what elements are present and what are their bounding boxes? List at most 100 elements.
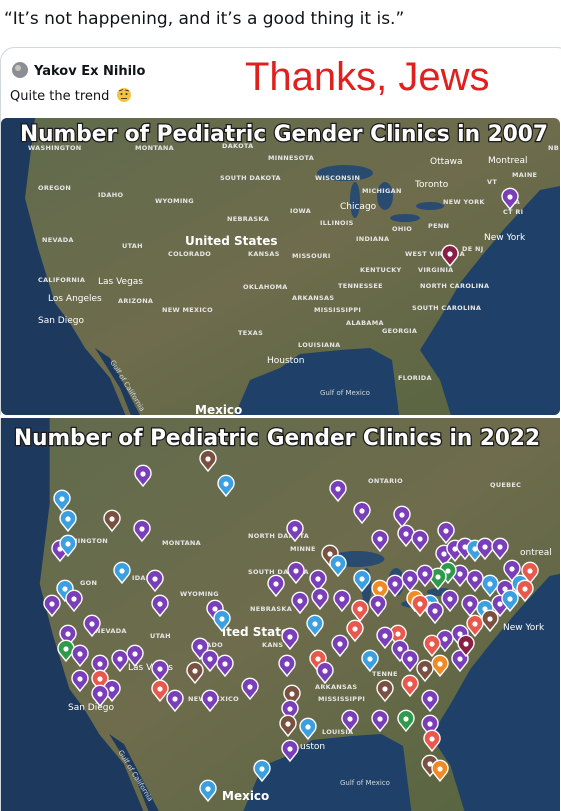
map-pin[interactable] xyxy=(353,569,371,593)
map-pin[interactable] xyxy=(281,627,299,651)
map-pin[interactable] xyxy=(371,709,389,733)
map-pin[interactable] xyxy=(333,589,351,613)
map-pin[interactable] xyxy=(91,684,109,708)
map-pin[interactable] xyxy=(201,689,219,713)
map-pin[interactable] xyxy=(133,519,151,543)
map-pin[interactable] xyxy=(199,779,217,803)
map-pin[interactable] xyxy=(431,759,449,783)
map-pin[interactable] xyxy=(267,574,285,598)
map-pin[interactable] xyxy=(351,599,369,623)
map-pin[interactable] xyxy=(437,521,455,545)
map-pin[interactable] xyxy=(59,534,77,558)
map-pin[interactable] xyxy=(411,529,429,553)
map-pin[interactable] xyxy=(151,679,169,703)
map-pin[interactable] xyxy=(279,714,297,738)
map-pin[interactable] xyxy=(329,554,347,578)
map-pin[interactable] xyxy=(126,644,144,668)
map-pin[interactable] xyxy=(393,505,411,529)
map-pin[interactable] xyxy=(103,509,121,533)
pin-dot xyxy=(212,606,218,612)
map-pin[interactable] xyxy=(151,594,169,618)
map-pin[interactable] xyxy=(371,529,389,553)
map-pin[interactable] xyxy=(166,689,184,713)
map-pin[interactable] xyxy=(216,654,234,678)
map-pin[interactable] xyxy=(65,589,83,613)
pin-dot xyxy=(443,528,449,534)
map-pin[interactable] xyxy=(401,649,419,673)
map-pin[interactable] xyxy=(287,561,305,585)
map-pin[interactable] xyxy=(281,739,299,763)
map-pin[interactable] xyxy=(241,677,259,701)
map-pin[interactable] xyxy=(253,759,271,783)
map-pin[interactable] xyxy=(431,654,449,678)
pin-dot xyxy=(139,526,145,532)
map-pin[interactable] xyxy=(501,589,519,613)
map-pin[interactable] xyxy=(369,594,387,618)
map-pin[interactable] xyxy=(423,634,441,658)
map-pin[interactable] xyxy=(151,659,169,683)
map-pin[interactable] xyxy=(397,524,415,548)
pin-dot xyxy=(377,716,383,722)
map-pin[interactable] xyxy=(199,449,217,473)
pin-dot xyxy=(335,561,341,567)
map-pin[interactable] xyxy=(57,639,75,663)
pin-dot xyxy=(285,721,291,727)
map-pin[interactable] xyxy=(501,187,519,211)
map-pin[interactable] xyxy=(134,464,152,488)
map-pin[interactable] xyxy=(83,614,101,638)
map-pin[interactable] xyxy=(217,474,235,498)
map-pin[interactable] xyxy=(346,619,364,643)
map-pin[interactable] xyxy=(331,634,349,658)
map-pin[interactable] xyxy=(421,689,439,713)
map-label: Las Vegas xyxy=(128,663,173,673)
map-pin[interactable] xyxy=(423,729,441,753)
map-pin[interactable] xyxy=(481,574,499,598)
map-pin[interactable] xyxy=(309,569,327,593)
map-pin[interactable] xyxy=(111,649,129,673)
map-pin[interactable] xyxy=(71,644,89,668)
map-pin[interactable] xyxy=(411,594,429,618)
map-pin[interactable] xyxy=(466,614,484,638)
map-pin[interactable] xyxy=(278,654,296,678)
map-pin[interactable] xyxy=(341,709,359,733)
map-pin[interactable] xyxy=(71,669,89,693)
map-pin[interactable] xyxy=(316,661,334,685)
map-pin[interactable] xyxy=(441,244,459,268)
map-label: DAKOTA xyxy=(222,142,253,150)
map-pin[interactable] xyxy=(401,674,419,698)
map-pin[interactable] xyxy=(113,561,131,585)
map-pin[interactable] xyxy=(59,509,77,533)
map-pin[interactable] xyxy=(376,679,394,703)
map-pin[interactable] xyxy=(299,717,317,741)
map-pin[interactable] xyxy=(516,579,534,603)
map-pin[interactable] xyxy=(397,709,415,733)
map-pin[interactable] xyxy=(186,661,204,685)
map-pin[interactable] xyxy=(53,489,71,513)
map-pin[interactable] xyxy=(43,594,61,618)
map-label: uston xyxy=(300,742,325,752)
map-pin[interactable] xyxy=(361,649,379,673)
map-pin[interactable] xyxy=(329,479,347,503)
map-pin[interactable] xyxy=(451,649,469,673)
map-pin[interactable] xyxy=(416,659,434,683)
map-pin[interactable] xyxy=(291,591,309,615)
map-pin[interactable] xyxy=(371,579,389,603)
map-pin[interactable] xyxy=(146,569,164,593)
map-pin[interactable] xyxy=(441,589,459,613)
author[interactable]: Yakov Ex Nihilo xyxy=(33,64,146,79)
map-pin[interactable] xyxy=(286,519,304,543)
pin-dot xyxy=(502,586,508,592)
map-pin[interactable] xyxy=(481,609,499,633)
pin-dot xyxy=(192,668,198,674)
map-pin[interactable] xyxy=(353,501,371,525)
map-pin[interactable] xyxy=(466,569,484,593)
pin-dot xyxy=(427,721,433,727)
map-pin[interactable] xyxy=(376,626,394,650)
map-pin[interactable] xyxy=(457,634,475,658)
map-pin[interactable] xyxy=(426,601,444,625)
map-pin[interactable] xyxy=(401,569,419,593)
map-pin[interactable] xyxy=(311,587,329,611)
map-pin[interactable] xyxy=(213,609,231,633)
map-pin[interactable] xyxy=(306,614,324,638)
map-pin[interactable] xyxy=(491,537,509,561)
